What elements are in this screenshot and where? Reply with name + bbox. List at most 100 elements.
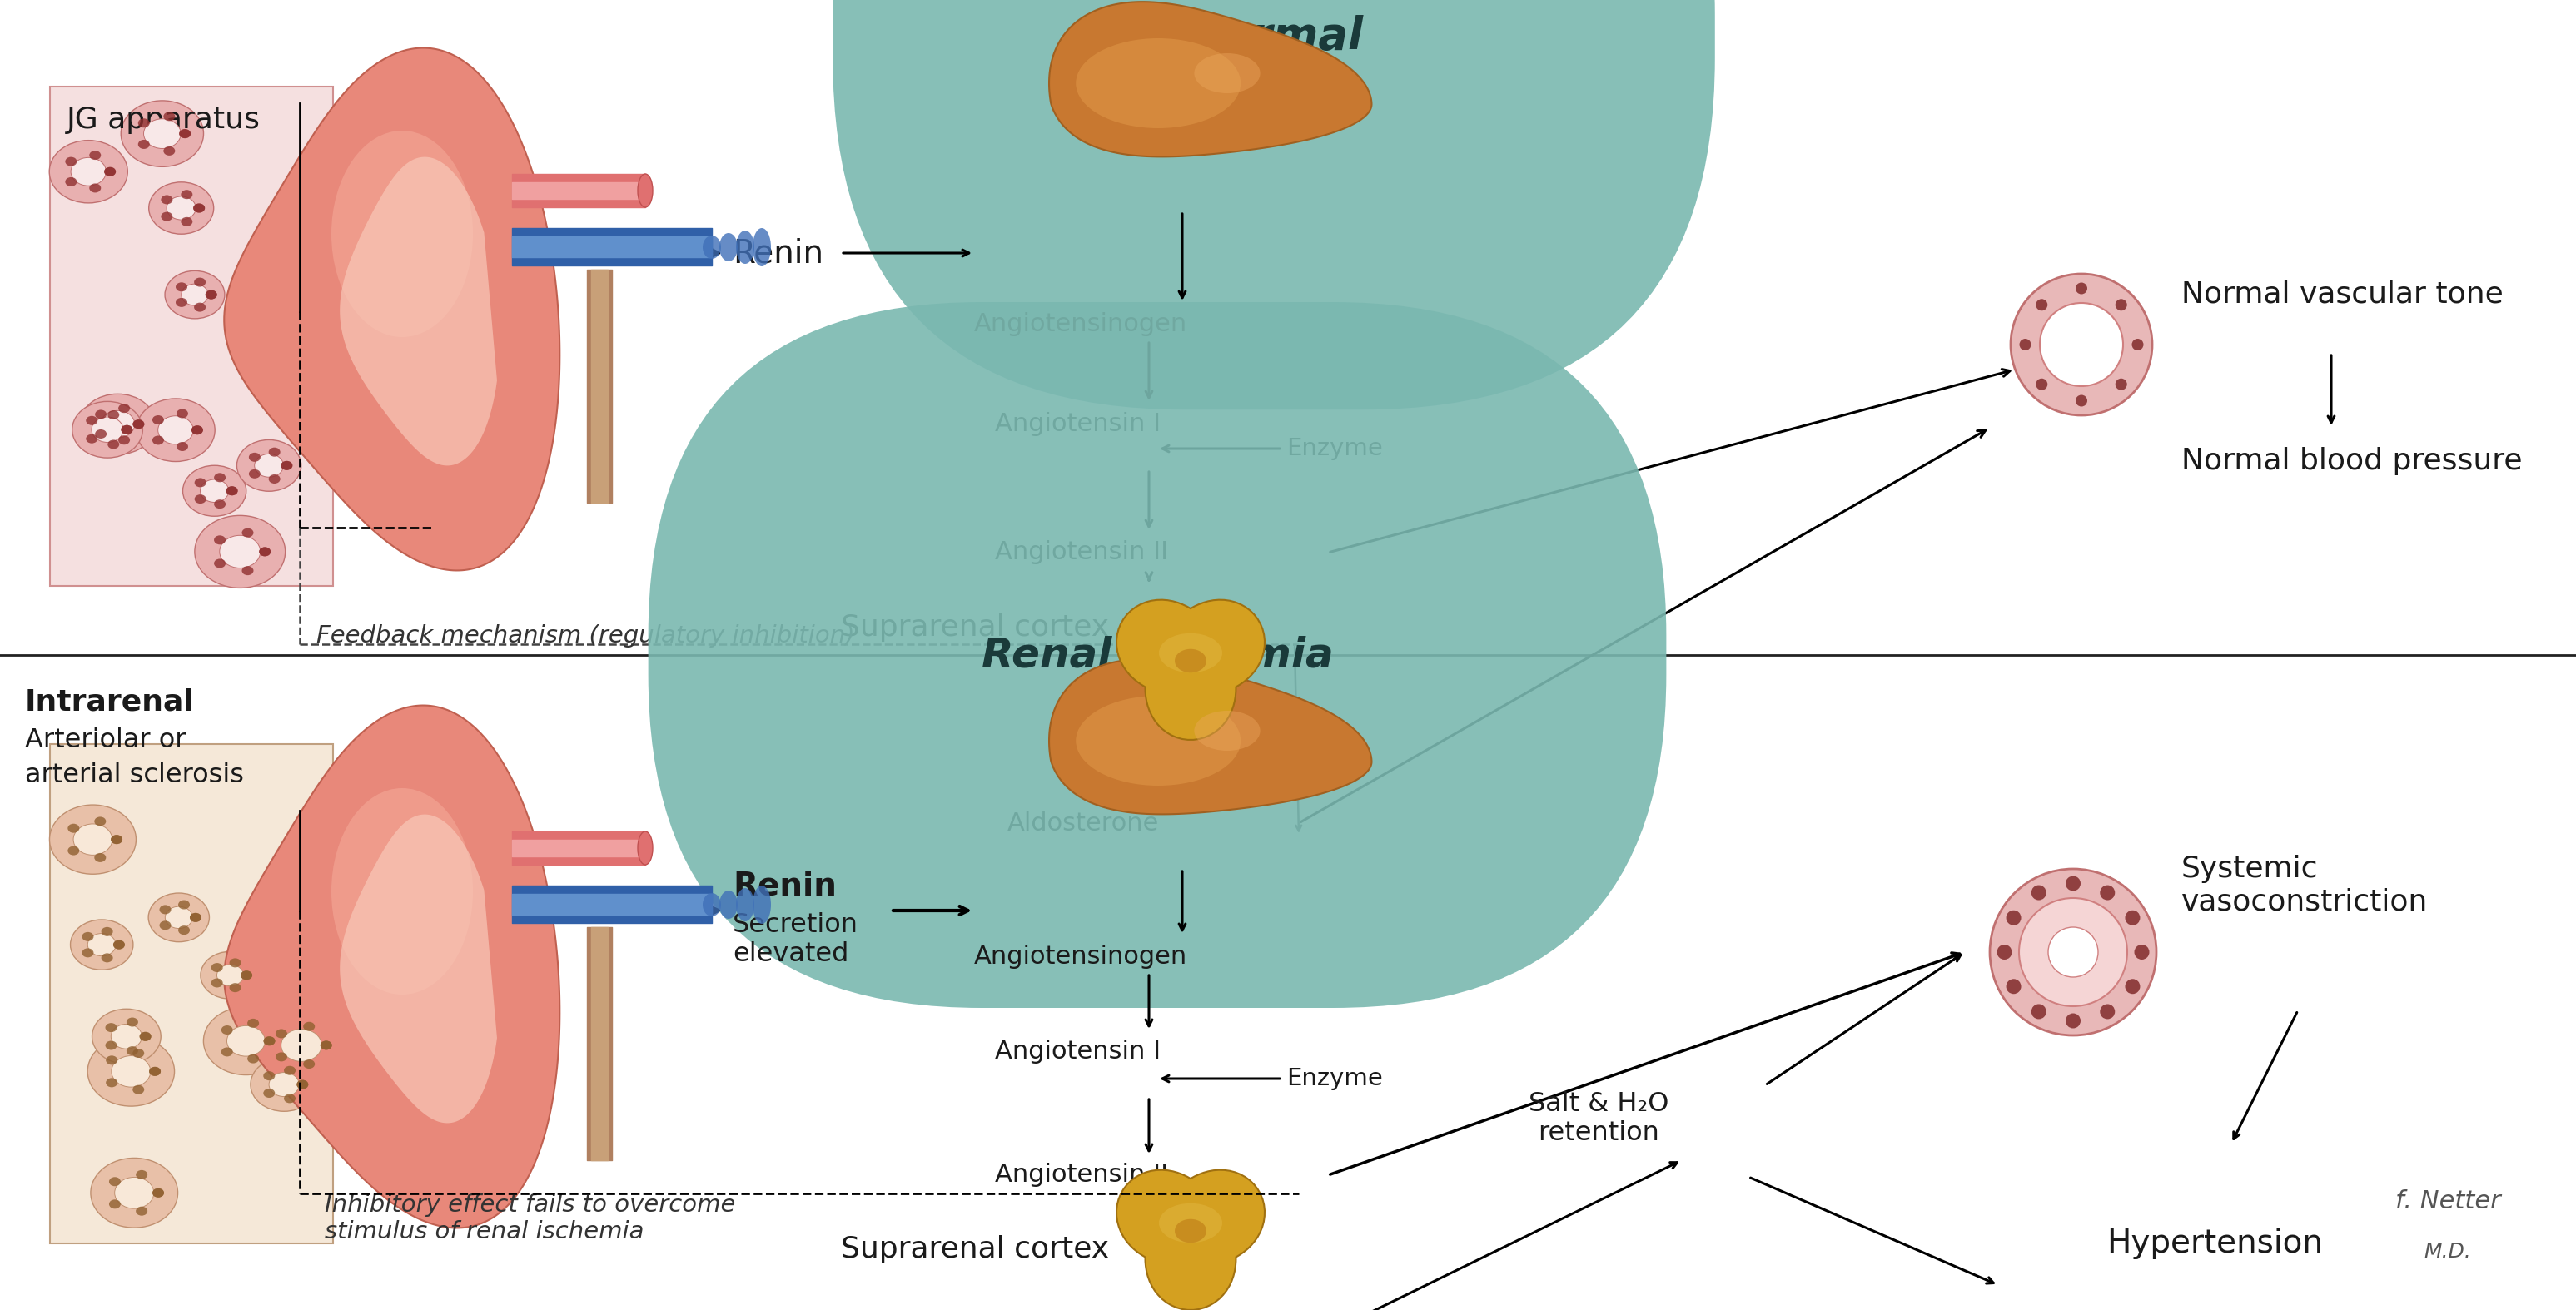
Circle shape	[2066, 876, 2081, 891]
Ellipse shape	[95, 430, 106, 439]
Polygon shape	[1115, 1170, 1265, 1310]
Text: Inhibitory effect fails to overcome
stimulus of renal ischemia: Inhibitory effect fails to overcome stim…	[325, 1193, 737, 1243]
Ellipse shape	[157, 415, 193, 444]
Ellipse shape	[227, 486, 237, 495]
Ellipse shape	[134, 419, 144, 428]
Text: Feedback mechanism (regulatory inhibition): Feedback mechanism (regulatory inhibitio…	[317, 624, 855, 647]
Circle shape	[2125, 979, 2141, 994]
Ellipse shape	[211, 963, 224, 972]
Text: Aldosterone: Aldosterone	[1007, 811, 1159, 836]
Ellipse shape	[126, 1047, 139, 1056]
Ellipse shape	[219, 536, 260, 569]
Text: Suprarenal cortex: Suprarenal cortex	[840, 1235, 1110, 1263]
Circle shape	[2040, 303, 2123, 386]
Ellipse shape	[296, 1079, 309, 1089]
Ellipse shape	[193, 203, 206, 212]
Ellipse shape	[165, 271, 224, 318]
Text: Normal: Normal	[1185, 14, 1363, 58]
Ellipse shape	[304, 1060, 314, 1069]
Text: M.D.: M.D.	[2424, 1242, 2470, 1262]
Ellipse shape	[242, 528, 252, 537]
Ellipse shape	[85, 434, 98, 443]
Text: Normal blood pressure: Normal blood pressure	[2182, 447, 2522, 476]
Ellipse shape	[319, 1040, 332, 1049]
Ellipse shape	[165, 907, 193, 929]
Ellipse shape	[283, 1066, 296, 1076]
Text: Angiotensin I: Angiotensin I	[994, 1040, 1162, 1064]
Ellipse shape	[281, 461, 294, 470]
Ellipse shape	[214, 536, 227, 545]
Circle shape	[2115, 379, 2128, 390]
Ellipse shape	[108, 1178, 121, 1186]
Ellipse shape	[1175, 648, 1206, 673]
Ellipse shape	[160, 921, 170, 930]
Ellipse shape	[108, 440, 118, 449]
Circle shape	[2020, 339, 2030, 350]
Ellipse shape	[95, 853, 106, 862]
Text: Angiotensinogen: Angiotensinogen	[974, 312, 1188, 335]
Ellipse shape	[116, 1178, 155, 1209]
Ellipse shape	[180, 130, 191, 139]
Circle shape	[2136, 945, 2148, 960]
Ellipse shape	[160, 905, 170, 914]
Ellipse shape	[201, 479, 229, 502]
Ellipse shape	[111, 834, 124, 844]
Ellipse shape	[191, 913, 201, 922]
Circle shape	[1989, 869, 2156, 1035]
Text: Normal vascular tone: Normal vascular tone	[2182, 280, 2504, 309]
Text: Arteriolar or: Arteriolar or	[26, 727, 185, 753]
Text: Angiotensinogen: Angiotensinogen	[974, 945, 1188, 968]
Text: Enzyme: Enzyme	[1285, 1066, 1383, 1090]
Circle shape	[2020, 899, 2128, 1006]
Ellipse shape	[276, 1052, 286, 1061]
Ellipse shape	[237, 440, 301, 491]
Text: Renin: Renin	[732, 870, 837, 901]
Ellipse shape	[180, 190, 193, 199]
Ellipse shape	[90, 1158, 178, 1227]
Ellipse shape	[178, 926, 191, 935]
Ellipse shape	[258, 1009, 345, 1081]
Ellipse shape	[1195, 711, 1260, 751]
Ellipse shape	[268, 1073, 299, 1096]
Ellipse shape	[1159, 1204, 1221, 1243]
Ellipse shape	[268, 448, 281, 457]
Circle shape	[2012, 274, 2151, 415]
Ellipse shape	[175, 283, 188, 292]
Ellipse shape	[90, 183, 100, 193]
Ellipse shape	[106, 1040, 116, 1049]
Ellipse shape	[196, 478, 206, 487]
Ellipse shape	[240, 971, 252, 980]
Ellipse shape	[180, 217, 193, 227]
Ellipse shape	[752, 886, 770, 924]
Ellipse shape	[250, 469, 260, 478]
Ellipse shape	[268, 474, 281, 483]
Circle shape	[2099, 1003, 2115, 1019]
Ellipse shape	[137, 398, 214, 461]
Circle shape	[1996, 945, 2012, 960]
Ellipse shape	[304, 1022, 314, 1031]
Text: Suprarenal cortex: Suprarenal cortex	[840, 613, 1110, 642]
Ellipse shape	[121, 424, 131, 434]
Ellipse shape	[180, 284, 209, 305]
Ellipse shape	[281, 461, 294, 470]
Ellipse shape	[178, 900, 191, 909]
Ellipse shape	[149, 1066, 160, 1076]
Ellipse shape	[121, 424, 131, 434]
Ellipse shape	[67, 824, 80, 833]
Text: Angiotensin I: Angiotensin I	[994, 411, 1162, 436]
Circle shape	[2115, 299, 2128, 310]
Ellipse shape	[90, 151, 100, 160]
Ellipse shape	[222, 1026, 232, 1035]
Polygon shape	[1115, 600, 1265, 740]
Ellipse shape	[137, 1170, 147, 1179]
Ellipse shape	[206, 290, 216, 299]
Circle shape	[2133, 339, 2143, 350]
Ellipse shape	[193, 278, 206, 287]
Circle shape	[2035, 299, 2048, 310]
Ellipse shape	[281, 1030, 322, 1061]
Ellipse shape	[639, 174, 652, 207]
Ellipse shape	[139, 118, 149, 127]
Ellipse shape	[152, 415, 165, 424]
Ellipse shape	[332, 131, 474, 337]
Ellipse shape	[111, 1056, 149, 1087]
